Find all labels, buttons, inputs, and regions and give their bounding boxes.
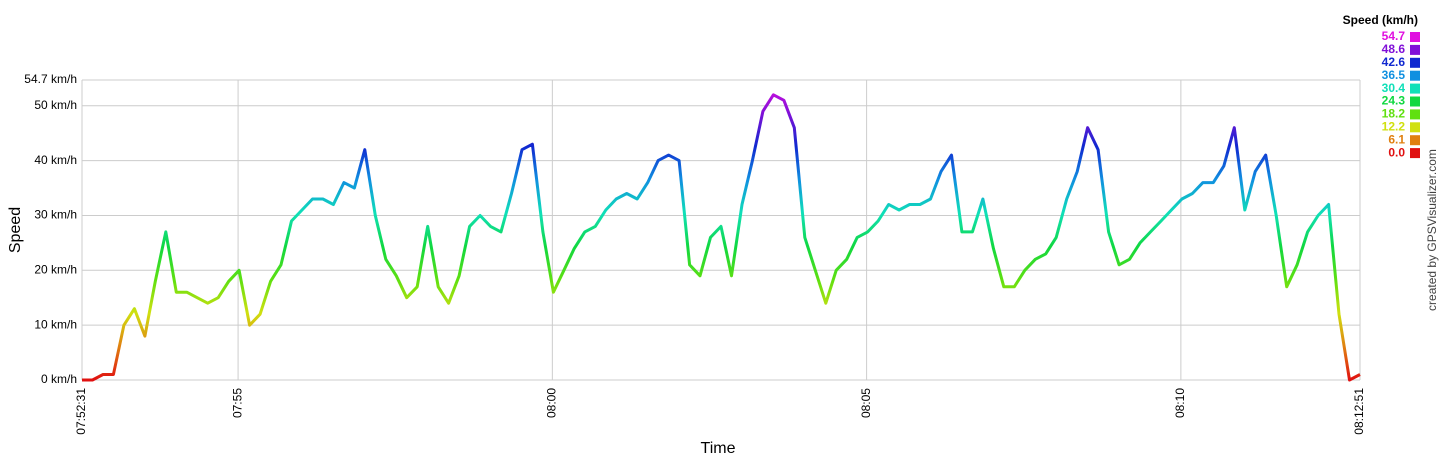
legend-swatch	[1410, 32, 1420, 42]
legend-label: 12.2	[1382, 119, 1406, 133]
legend-label: 6.1	[1388, 132, 1405, 146]
y-tick-label: 30 km/h	[34, 208, 77, 222]
legend-label: 18.2	[1382, 107, 1406, 121]
x-tick-label: 08:10	[1173, 388, 1187, 418]
legend-swatch	[1410, 148, 1420, 159]
legend-swatch	[1410, 96, 1420, 107]
legend-title: Speed (km/h)	[1343, 13, 1418, 27]
legend-swatch	[1410, 109, 1420, 120]
legend-swatch	[1410, 57, 1420, 68]
legend-swatch	[1410, 135, 1420, 146]
legend-swatch	[1410, 83, 1420, 94]
legend-label: 48.6	[1382, 42, 1406, 56]
speed-line	[82, 93, 1361, 382]
x-tick-label: 07:55	[230, 388, 244, 418]
legend-label: 36.5	[1382, 68, 1406, 82]
x-tick-label: 08:12:51	[1352, 388, 1366, 435]
y-tick-label: 54.7 km/h	[24, 72, 77, 86]
x-tick-label: 08:00	[545, 388, 559, 418]
legend-label: 54.7	[1382, 29, 1406, 43]
y-tick-label: 40 km/h	[34, 153, 77, 167]
legend-label: 0.0	[1388, 145, 1405, 159]
credit: created by GPSVisualizer.com	[1425, 149, 1439, 311]
y-tick-label: 20 km/h	[34, 262, 77, 276]
legend-swatch	[1410, 70, 1420, 81]
y-tick-label: 0 km/h	[41, 372, 77, 386]
legend-label: 24.3	[1382, 94, 1406, 108]
y-tick-label: 50 km/h	[34, 98, 77, 112]
x-tick-label: 07:52:31	[74, 388, 88, 435]
y-tick-label: 10 km/h	[34, 317, 77, 331]
legend-swatch	[1410, 44, 1420, 55]
x-tick-label: 08:05	[859, 388, 873, 418]
legend-swatch	[1410, 122, 1420, 133]
legend-label: 30.4	[1382, 81, 1406, 95]
legend-label: 42.6	[1382, 55, 1406, 69]
y-axis-label: Speed	[7, 207, 24, 253]
x-axis-label: Time	[701, 440, 736, 457]
